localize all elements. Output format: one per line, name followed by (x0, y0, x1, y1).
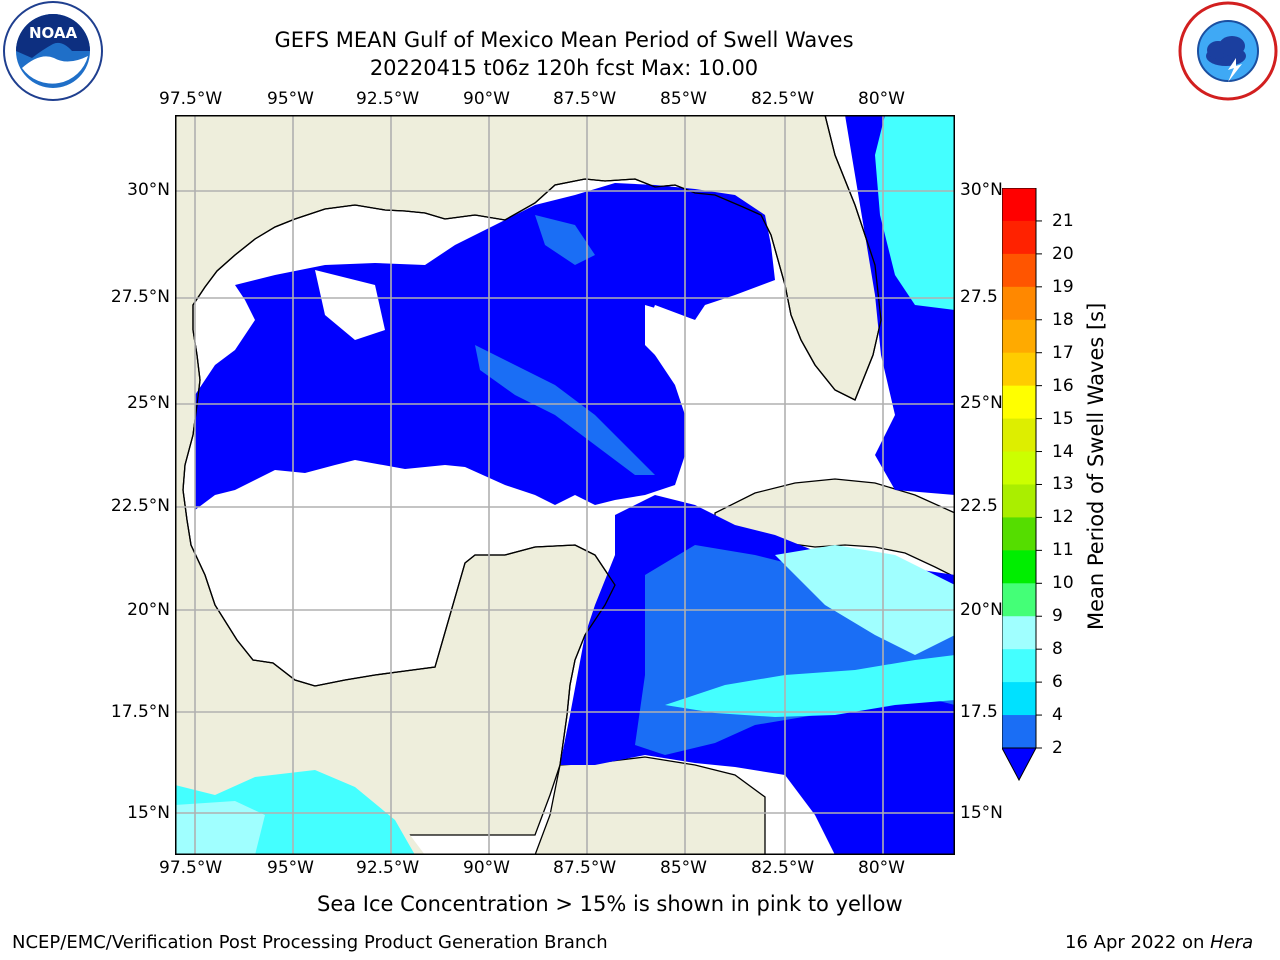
colorbar-label: Mean Period of Swell Waves [s] (1084, 302, 1108, 630)
colorbar-segment (1002, 319, 1036, 354)
lon-label-top: 97.5°W (159, 89, 223, 109)
sea-ice-note: Sea Ice Concentration > 15% is shown in … (317, 892, 903, 916)
lat-label-left: 30°N (127, 180, 170, 200)
field-caribbean-pale (775, 545, 955, 655)
lat-label-right: 25°N (960, 393, 1003, 413)
colorbar-tick-label: 16 (1052, 375, 1074, 396)
lat-label-left: 27.5°N (110, 287, 170, 307)
field-gulf-white-1 (315, 270, 385, 340)
lon-label-bottom: 95°W (267, 858, 314, 878)
footer-machine: Hera (1210, 932, 1254, 953)
lon-label-bottom: 80°W (858, 858, 905, 878)
map-title: GEFS MEAN Gulf of Mexico Mean Period of … (274, 28, 854, 52)
colorbar-tick-label: 17 (1052, 342, 1074, 363)
footer-date-text: 16 Apr 2022 on (1065, 932, 1211, 953)
lon-label-bottom: 87.5°W (553, 858, 617, 878)
colorbar-segment (1002, 682, 1036, 716)
lon-label-top: 90°W (463, 89, 510, 109)
field-gulf-light-2 (535, 215, 595, 265)
lat-label-left: 25°N (127, 393, 170, 413)
colorbar-frame (1001, 187, 1037, 748)
noaa-logo-text: NOAA (29, 24, 78, 42)
graticule (175, 115, 955, 855)
colorbar-segment (1002, 715, 1036, 749)
colorbar-segment (1002, 286, 1036, 321)
colorbar-segment (1002, 649, 1036, 683)
field-pacific-pale (175, 801, 265, 855)
lat-label-right: 27.5 (960, 287, 998, 307)
lat-label-right: 22.5 (960, 496, 998, 516)
lat-label-left: 15°N (127, 803, 170, 823)
lat-label-left: 20°N (127, 600, 170, 620)
lat-label-right: 20°N (960, 600, 1003, 620)
field-gulf-blue (195, 183, 775, 510)
colorbar-segment (1002, 451, 1036, 485)
colorbar-segment (1002, 253, 1036, 288)
lat-label-right: 30°N (960, 180, 1003, 200)
colorbar-tick-label: 15 (1052, 408, 1074, 429)
colorbar-segment (1002, 385, 1036, 420)
lon-label-bottom: 85°W (660, 858, 707, 878)
lon-label-top: 87.5°W (553, 89, 617, 109)
coastline-us (182, 114, 882, 766)
colorbar-tick-label: 21 (1052, 210, 1074, 231)
lat-label-left: 22.5°N (110, 496, 170, 516)
lat-label-right: 17.5 (960, 702, 998, 722)
lon-label-top: 80°W (858, 89, 905, 109)
noaa-logo: NOAA (2, 0, 104, 102)
colorbar (1001, 187, 1062, 788)
colorbar-tick-label: 13 (1052, 474, 1074, 495)
field-gulf-light-1 (475, 345, 655, 475)
colorbar-tick-labels: 2 4 6 8 9 10 11 12 13 14 15 16 17 18 19 20 21 (1052, 0, 1092, 960)
field-atlantic-cyan (875, 115, 955, 310)
colorbar-segment (1002, 220, 1036, 255)
colorbar-segment (1002, 550, 1036, 584)
colorbar-segment (1002, 484, 1036, 518)
colorbar-tick-label: 6 (1052, 672, 1063, 693)
colorbar-tick-label: 14 (1052, 441, 1074, 462)
field-gulf-white-2 (645, 305, 735, 385)
colorbar-extend-arrow (1001, 747, 1037, 782)
footer-date: 16 Apr 2022 on Hera (1065, 932, 1253, 954)
swell-period-map (174, 114, 956, 856)
lon-label-top: 82.5°W (751, 89, 815, 109)
map-panel (174, 114, 956, 856)
colorbar-tick-label: 4 (1052, 705, 1063, 726)
lon-label-top: 92.5°W (356, 89, 420, 109)
colorbar-segment (1002, 418, 1036, 453)
map-frame (175, 115, 955, 855)
colorbar-segment (1002, 352, 1036, 387)
lat-label-left: 17.5°N (110, 702, 170, 722)
colorbar-tick-label: 12 (1052, 507, 1074, 528)
footer-credit: NCEP/EMC/Verification Post Processing Pr… (12, 932, 608, 953)
lon-label-top: 95°W (267, 89, 314, 109)
map-subtitle: 20220415 t06z 120h fcst Max: 10.00 (369, 56, 759, 80)
colorbar-tick-label: 8 (1052, 639, 1063, 660)
colorbar-tick-label: 9 (1052, 606, 1063, 627)
lat-label-right: 15°N (960, 803, 1003, 823)
lon-label-top: 85°W (660, 89, 707, 109)
colorbar-tick-label: 11 (1052, 540, 1074, 561)
colorbar-tick-label: 19 (1052, 276, 1074, 297)
lon-label-bottom: 90°W (463, 858, 510, 878)
colorbar-tick-label: 20 (1052, 243, 1074, 264)
colorbar-tick-label: 10 (1052, 573, 1074, 594)
colorbar-tick-label: 18 (1052, 309, 1074, 330)
nws-logo (1176, 0, 1280, 102)
colorbar-tick-label: 2 (1052, 738, 1063, 758)
lon-label-bottom: 82.5°W (751, 858, 815, 878)
lon-label-bottom: 97.5°W (159, 858, 223, 878)
colorbar-segment (1002, 583, 1036, 617)
lon-label-bottom: 92.5°W (356, 858, 420, 878)
colorbar-segment (1002, 616, 1036, 650)
colorbar-segment (1002, 188, 1036, 222)
colorbar-segment (1002, 517, 1036, 551)
